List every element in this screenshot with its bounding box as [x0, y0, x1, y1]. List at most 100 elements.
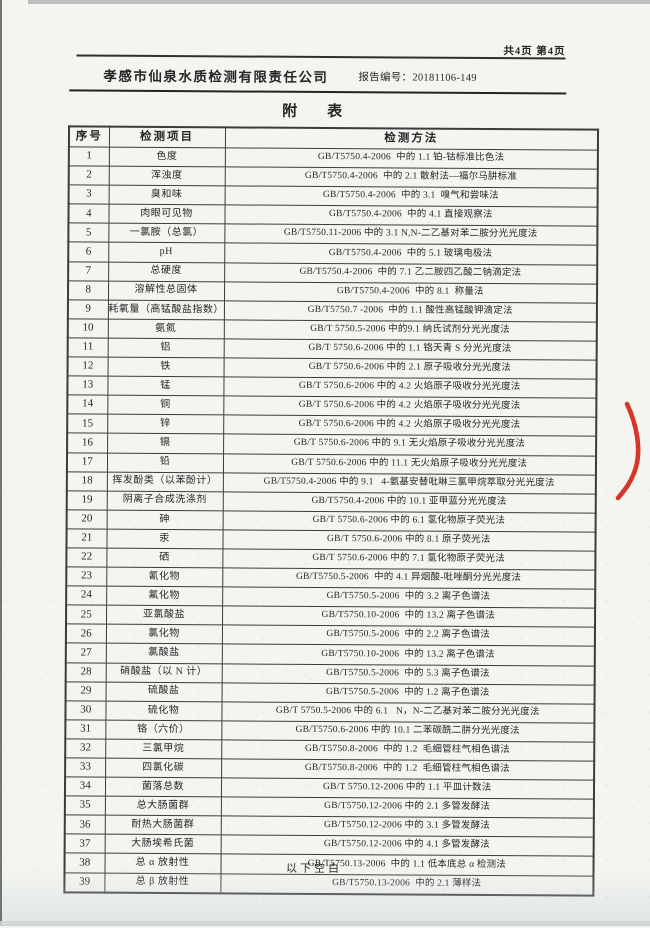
cell-sequence-number: 22 — [66, 547, 107, 568]
cell-test-item: 汞 — [106, 529, 223, 549]
cell-test-item: 氯化物 — [105, 624, 223, 645]
cell-sequence-number: 9 — [67, 299, 108, 320]
cell-sequence-number: 27 — [65, 643, 106, 663]
cell-test-item: 砷 — [106, 509, 223, 530]
cell-sequence-number: 19 — [66, 490, 107, 510]
cell-sequence-number: 12 — [67, 356, 108, 377]
cell-test-item: 镉 — [107, 433, 224, 454]
cell-test-item: pH — [108, 242, 225, 263]
cell-sequence-number: 13 — [67, 376, 108, 396]
cell-sequence-number: 36 — [64, 815, 105, 835]
cell-sequence-number: 35 — [64, 796, 105, 816]
cell-sequence-number: 23 — [66, 566, 107, 587]
cell-test-item: 铅 — [106, 452, 224, 473]
cell-sequence-number: 21 — [66, 528, 107, 549]
cell-test-method: GB/T5750.4-2006 中的 3.1 嗅气和尝味法 — [224, 186, 598, 208]
cell-test-item: 氯酸盐 — [105, 643, 222, 664]
cell-test-method: GB/T5750.10-2006 中的 13.2 离子色谱法 — [222, 606, 596, 628]
cell-test-method: GB/T5750.10-2006 中的 13.2 离子色谱法 — [221, 644, 595, 666]
cell-test-method: GB/T 5750.6-2006 中的 8.1 原子荧光法 — [222, 529, 596, 552]
cell-test-item: 硫酸盐 — [105, 681, 222, 702]
cell-test-item: 铁 — [107, 357, 224, 378]
cell-sequence-number: 16 — [67, 433, 108, 453]
cell-test-item: 氨氮 — [107, 319, 224, 339]
cell-test-method: GB/T5750.12-2006 中的 4.1 多管发酵法 — [220, 835, 594, 857]
cell-sequence-number: 25 — [66, 605, 107, 625]
cell-test-item: 硒 — [106, 548, 223, 568]
cell-test-method: GB/T5750.4-2006 中的 4.1 直接观察法 — [224, 205, 598, 227]
cell-test-method: GB/T 5750.5-2006 中的9.1 纳氏试剂分光光度法 — [223, 319, 597, 342]
cell-sequence-number: 26 — [65, 624, 107, 644]
cell-test-method: GB/T5750.8-2006 中的 1.2 毛细管柱气相色谱法 — [221, 739, 595, 762]
cell-test-method: GB/T5750.4-2006 中的 2.1 散射法—福尔马肼标准 — [224, 166, 598, 189]
cell-test-item: 锌 — [107, 414, 224, 435]
cell-test-item: 溶解性总固体 — [107, 280, 225, 301]
cell-sequence-number: 17 — [66, 452, 108, 472]
appendix-title: 附 表 — [282, 103, 343, 121]
cell-sequence-number: 20 — [66, 509, 107, 530]
cell-sequence-number: 24 — [66, 586, 107, 606]
cell-sequence-number: 10 — [67, 318, 108, 339]
cell-test-method: GB/T5750.4-2006 中的 1.1 铂-钴标准比色法 — [224, 147, 598, 170]
cell-test-item: 总 β 放射性 — [104, 872, 221, 894]
cell-test-method: GB/T 5750.6-2006 中的 4.2 火焰原子吸收分光光度法 — [223, 415, 597, 437]
cell-test-method: GB/T 5750.6-2006 中的 4.2 火焰原子吸收分光光度法 — [223, 396, 597, 418]
cell-test-method: GB/T5750.5-2006 中的 5.3 离子色谱法 — [221, 663, 595, 685]
cell-test-method: GB/T5750.11-2006 中的 3.1 N,N-二乙基对苯二胺分光光度法 — [224, 224, 598, 246]
cell-test-item: 挥发酚类（以苯酚计） — [106, 471, 223, 492]
detection-methods-table: 序号 检测项目 检测方法 1 色度 GB/T5750.4-2006 中的 1.1… — [63, 125, 600, 897]
cell-sequence-number: 28 — [65, 662, 106, 682]
cell-test-item: 菌落总数 — [104, 777, 222, 798]
cell-test-method: GB/T 5750.6-2006 中的 6.1 氢化物原子荧光法 — [222, 510, 596, 533]
cell-test-method: GB/T5750.5-2006 中的 3.2 离子色谱法 — [222, 587, 596, 609]
cell-test-item: 总硬度 — [108, 261, 225, 282]
cell-test-item: 四氯化碳 — [105, 758, 222, 778]
cell-test-item: 阴离子合成洗涤剂 — [106, 490, 223, 511]
cell-test-item: 三氯甲烷 — [105, 739, 222, 759]
cell-sequence-number: 7 — [68, 261, 109, 281]
column-header-method: 检测方法 — [224, 127, 599, 151]
column-header-item: 检测项目 — [108, 126, 226, 148]
cell-sequence-number: 37 — [64, 834, 105, 854]
cell-test-method: GB/T 5750.6-2006 中的 2.1 原子吸收分光光度法 — [223, 357, 597, 380]
cell-test-item: 硝酸盐（以 N 计） — [105, 662, 222, 683]
cell-test-method: GB/T5750.4-2006 中的 10.1 亚甲蓝分光光度法 — [222, 491, 596, 513]
cell-test-method: GB/T5750.5-2006 中的 4.1 异烟酸-吡唑酮分光光度法 — [222, 567, 596, 590]
cell-sequence-number: 4 — [68, 204, 109, 224]
cell-test-method: GB/T5750.12-2006 中的 2.1 多管发酵法 — [220, 797, 594, 819]
cell-test-method: GB/T5750.5-2006 中的 1.2 离子色谱法 — [221, 682, 595, 704]
cell-test-item: 铜 — [107, 395, 224, 416]
cell-sequence-number: 31 — [65, 719, 106, 740]
cell-test-item: 锰 — [107, 376, 224, 397]
cell-test-item: 色度 — [108, 147, 225, 167]
blank-below-note: 以下空白 — [285, 862, 343, 876]
cell-test-item: 浑浊度 — [108, 166, 225, 187]
cell-test-item: 大肠埃希氏菌 — [104, 834, 221, 855]
cell-test-method: GB/T5750.4-2006 中的 5.1 玻璃电极法 — [224, 243, 598, 265]
cell-test-method: GB/T 5750.5-2006 中的 6.1 N，N-二乙基对苯二胺分光光度法 — [221, 701, 595, 723]
cell-test-method: GB/T5750.4-2006 中的 8.1 称量法 — [223, 281, 598, 303]
cell-test-method: GB/T 5750.6-2006 中的 4.2 火焰原子吸收分光光度法 — [223, 377, 597, 399]
cell-test-method: GB/T5750.12-2006 中的 3.1 多管发酵法 — [220, 816, 594, 838]
cell-test-item: 铬（六价） — [105, 719, 222, 740]
cell-sequence-number: 11 — [67, 337, 108, 358]
company-name: 孝感市仙泉水质检测有限责任公司 — [103, 68, 329, 86]
report-number: 报告编号：20181106-149 — [358, 72, 477, 84]
column-header-no: 序号 — [68, 126, 110, 148]
cell-sequence-number: 18 — [66, 471, 107, 491]
cell-sequence-number: 30 — [65, 700, 106, 720]
cell-sequence-number: 3 — [68, 185, 109, 205]
cell-test-item: 氟化物 — [106, 586, 223, 607]
cell-sequence-number: 5 — [68, 223, 109, 243]
cell-test-item: 总大肠菌群 — [104, 796, 221, 817]
cell-sequence-number: 33 — [65, 757, 106, 778]
cell-sequence-number: 32 — [65, 738, 106, 759]
cell-sequence-number: 6 — [68, 242, 109, 262]
cell-test-item: 氰化物 — [106, 567, 223, 588]
cell-test-item: 耐热大肠菌群 — [104, 815, 221, 836]
header-rule-bottom — [69, 89, 567, 95]
cell-test-method: GB/T 5750.6-2006 中的 9.1 无火焰原子吸收分光光度法 — [223, 434, 597, 456]
cell-test-method: GB/T5750.4-2006 中的 7.1 乙二胺四乙酸二钠滴定法 — [224, 262, 598, 284]
cell-sequence-number: 2 — [68, 166, 109, 186]
cell-test-method: GB/T5750.7 -2006 中的 1.1 酸性高锰酸钾滴定法 — [223, 300, 597, 323]
